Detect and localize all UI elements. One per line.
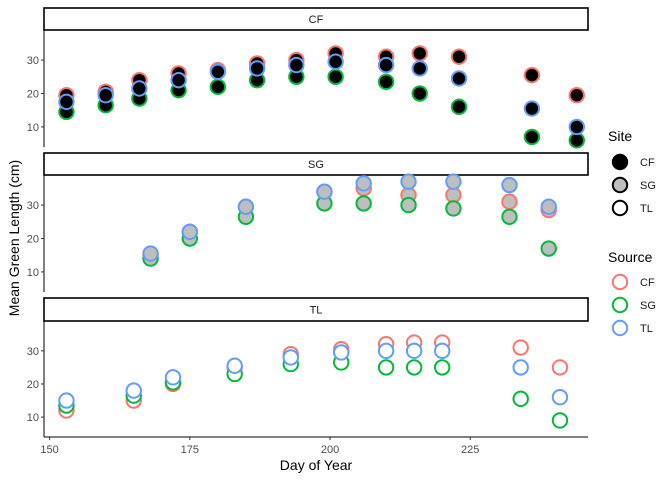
point-sg-cf — [501, 193, 518, 210]
point-cf-sg — [327, 68, 344, 86]
point-cf-sg — [568, 132, 585, 149]
point-cf-tl — [327, 53, 344, 70]
strip-label: CF — [309, 14, 324, 26]
legend-source-key — [611, 319, 629, 337]
point-sg-sg — [445, 200, 462, 217]
y-axis-title: Mean Green Length (cm) — [6, 160, 22, 316]
y-tick-label: 20 — [27, 379, 39, 391]
point-cf-sg — [377, 73, 395, 91]
point-sg-tl — [237, 198, 255, 215]
point-cf-tl — [411, 60, 428, 77]
point-tl-tl — [226, 357, 243, 374]
point-sg-sg — [540, 240, 557, 257]
x-tick-label: 175 — [181, 444, 199, 456]
point-sg-sg — [355, 195, 372, 212]
point-sg-tl — [316, 183, 333, 200]
point-sg-tl — [501, 176, 518, 194]
point-cf-tl — [131, 80, 148, 97]
panel-tl: TL 10 20 30 — [27, 297, 589, 437]
x-tick-label: 225 — [461, 444, 479, 456]
strip-label: SG — [308, 159, 324, 171]
point-tl-tl — [405, 342, 423, 360]
point-sg-tl — [400, 173, 417, 190]
y-tick-label: 30 — [27, 55, 39, 67]
point-cf-tl — [523, 100, 541, 117]
point-cf-sg — [523, 128, 541, 146]
y-tick-label: 30 — [27, 200, 39, 212]
strip-label: TL — [310, 305, 323, 317]
y-tick-label: 20 — [27, 89, 39, 101]
legend-source-label: TL — [640, 323, 653, 335]
point-tl-sg — [377, 359, 395, 376]
panel-sg: SG 10 20 30 — [27, 152, 589, 292]
x-tick-label: 150 — [40, 444, 58, 456]
point-cf-cf — [411, 45, 428, 62]
y-tick-label: 30 — [27, 346, 39, 358]
point-cf-tl — [450, 70, 468, 87]
legend-site-key — [611, 199, 629, 217]
point-cf-sg — [450, 98, 468, 116]
point-tl-tl — [58, 392, 75, 409]
legend-source-label: CF — [640, 277, 655, 289]
legend-source-key — [611, 296, 629, 314]
point-tl-tl — [333, 344, 350, 361]
point-cf-tl — [377, 56, 395, 74]
legend-site-title: Site — [608, 128, 632, 144]
point-tl-cf — [551, 359, 569, 376]
point-cf-sg — [209, 78, 227, 96]
point-tl-sg — [551, 412, 569, 429]
point-tl-cf — [512, 339, 529, 356]
point-tl-tl — [377, 342, 395, 360]
point-cf-cf — [523, 66, 541, 84]
point-tl-sg — [405, 359, 423, 376]
legend-source-label: SG — [640, 300, 656, 312]
point-cf-sg — [411, 85, 428, 102]
strip-tl — [43, 297, 589, 322]
point-tl-sg — [433, 359, 451, 376]
point-tl-tl — [551, 389, 569, 406]
point-sg-tl — [142, 245, 159, 262]
point-tl-sg — [512, 390, 529, 408]
point-cf-tl — [58, 93, 75, 111]
point-tl-tl — [433, 342, 451, 360]
panel-cf: CF 10 20 30 — [27, 7, 589, 149]
point-cf-tl — [170, 71, 187, 89]
point-sg-tl — [181, 223, 199, 241]
legend-source-key — [611, 273, 629, 291]
point-tl-tl — [512, 359, 529, 376]
point-cf-cf — [450, 48, 468, 65]
point-sg-sg — [400, 196, 417, 214]
point-cf-tl — [288, 56, 305, 74]
point-tl-tl — [282, 349, 299, 366]
x-axis-title: Day of Year — [280, 457, 353, 473]
point-cf-tl — [209, 63, 227, 80]
strip-sg — [43, 152, 589, 176]
point-sg-cf — [445, 186, 462, 204]
point-cf-tl — [248, 60, 266, 77]
strip-cf — [43, 7, 589, 31]
point-sg-tl — [540, 198, 557, 215]
point-sg-tl — [355, 175, 372, 192]
legend-site-key — [611, 153, 629, 171]
y-tick-label: 20 — [27, 234, 39, 246]
y-tick-label: 10 — [27, 122, 39, 134]
legend-site-label: TL — [640, 203, 653, 215]
point-cf-cf — [568, 86, 585, 104]
legend-source-title: Source — [608, 249, 653, 265]
legend-site-key — [611, 176, 629, 194]
y-tick-label: 10 — [27, 267, 39, 279]
x-tick-label: 200 — [321, 444, 339, 456]
point-tl-tl — [125, 382, 142, 399]
point-tl-tl — [164, 369, 182, 386]
point-sg-tl — [445, 173, 462, 190]
y-tick-label: 10 — [27, 412, 39, 424]
point-cf-tl — [97, 86, 114, 104]
point-sg-sg — [501, 208, 518, 225]
legend-site-label: CF — [640, 157, 655, 169]
legend-site-label: SG — [640, 180, 656, 192]
point-cf-tl — [568, 118, 585, 136]
